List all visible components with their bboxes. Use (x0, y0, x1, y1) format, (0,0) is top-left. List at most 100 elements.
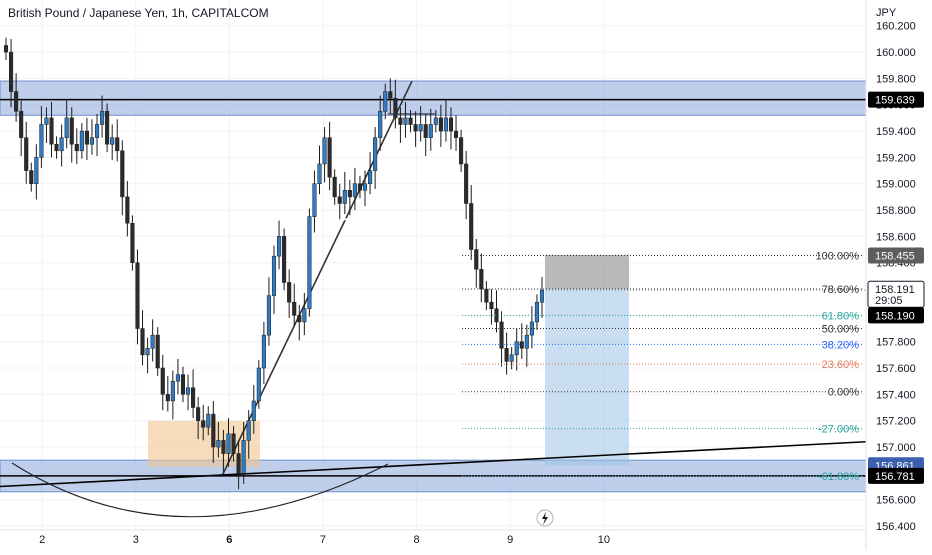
candle-body (14, 91, 19, 112)
candle-body (266, 295, 271, 336)
fib-label: 78.60% (822, 284, 860, 296)
candle-body (54, 143, 59, 152)
x-tick-label: 6 (226, 534, 232, 546)
candle-body (64, 117, 69, 138)
candle-body (231, 433, 236, 454)
take-profit-box (545, 289, 629, 466)
fib-label: 61.80% (822, 310, 860, 322)
candle-body (312, 183, 317, 217)
chart-title: British Pound / Japanese Yen, 1h, CAPITA… (8, 6, 269, 20)
candle-body (145, 348, 150, 356)
candle-body (504, 348, 509, 362)
candle-body (39, 124, 44, 158)
x-tick-label: 3 (133, 534, 139, 546)
candle-body (261, 334, 266, 369)
candle-body (155, 334, 160, 369)
candle-body (282, 236, 287, 283)
candle-body (322, 137, 327, 165)
candle-body (9, 51, 14, 92)
candle-body (69, 117, 74, 145)
candle-body (368, 170, 373, 184)
candle-body (125, 196, 130, 224)
candle-body (509, 354, 514, 362)
candle-body (196, 407, 201, 421)
candle-body (191, 387, 196, 408)
price-badge-bid-text: 158.190 (875, 310, 915, 322)
candle-body (524, 334, 529, 349)
price-badge-top (868, 91, 924, 108)
y-tick-label: 156.600 (876, 495, 916, 507)
candle-body (236, 453, 241, 474)
candle-body (94, 124, 100, 138)
candle-body (287, 282, 292, 303)
grid (0, 0, 866, 530)
candle-body (373, 137, 378, 171)
candle-body (307, 216, 312, 310)
x-tick-label: 9 (507, 534, 513, 546)
y-tick-label: 159.000 (876, 179, 916, 191)
candle-body (34, 157, 39, 184)
candle-body (206, 413, 211, 428)
candles (3, 37, 545, 490)
stop-loss-box (545, 254, 629, 290)
candle-body (337, 196, 342, 204)
resistance-zone (0, 80, 867, 116)
candle-body (140, 328, 145, 356)
candle-body (499, 321, 504, 349)
y-tick-label: 160.000 (876, 47, 916, 59)
candle-body (120, 150, 125, 198)
candle-body (44, 117, 49, 125)
y-tick-label: 159.400 (876, 126, 916, 138)
y-tick-label: 158.800 (876, 205, 916, 217)
ascending-trendline (221, 80, 413, 477)
candle-body (418, 124, 423, 132)
candle-body (130, 222, 135, 263)
price-badge-countdown-text: 29:05 (875, 295, 903, 307)
candle-body (84, 130, 89, 145)
candle-body (226, 433, 231, 454)
candle-body (115, 137, 120, 152)
candle-body (59, 137, 64, 152)
zones (0, 80, 867, 493)
fib-label: -61.80% (818, 471, 859, 483)
candle-body (459, 137, 464, 165)
candle-body (292, 301, 297, 316)
candle-body (24, 137, 29, 171)
candle-body (448, 117, 454, 132)
candle-body (413, 124, 418, 132)
y-tick-label: 157.000 (876, 442, 916, 454)
candle-body (484, 288, 489, 303)
candle-body (277, 236, 282, 257)
candle-body (534, 301, 539, 323)
candle-body (170, 380, 175, 402)
x-tick-label: 10 (598, 534, 610, 546)
rounded-bottom-arc (11, 462, 389, 518)
fib-retracement: 100.00% 78.60% 61.80% 50.00% 38.20% 23.60% 0.0… (462, 250, 862, 483)
candle-body (469, 203, 474, 250)
candle-body (201, 420, 206, 428)
candle-body (19, 111, 24, 138)
candle-body (378, 111, 383, 138)
candle-body (150, 334, 155, 349)
candle-body (514, 341, 519, 356)
candle-body (100, 111, 105, 125)
x-tick-label: 7 (320, 534, 326, 546)
candle-body (433, 117, 438, 125)
candle-body (49, 117, 54, 145)
price-badge-entry-text: 158.455 (875, 250, 915, 262)
candle-body (403, 117, 408, 125)
candle-body (180, 374, 186, 395)
candle-body (297, 315, 302, 323)
price-badge-entry (868, 247, 924, 264)
candle-body (29, 170, 34, 184)
candle-body (110, 137, 115, 145)
candle-body (160, 367, 165, 395)
candle-body (408, 117, 413, 125)
candle-body (453, 130, 459, 138)
candle-body (398, 117, 403, 125)
x-tick-label: 2 (39, 534, 45, 546)
price-badge-support-b-text: 156.781 (875, 471, 915, 483)
y-tick-label: 159.200 (876, 152, 916, 164)
